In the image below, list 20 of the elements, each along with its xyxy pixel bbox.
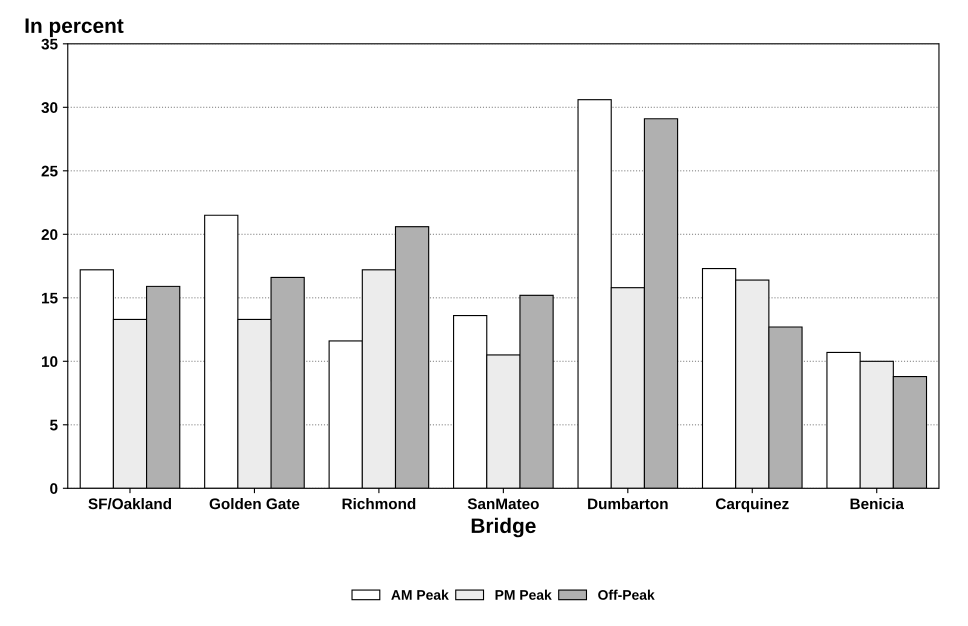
x-tick-label: Carquinez (716, 498, 789, 512)
x-axis-title: Bridge (472, 518, 536, 538)
x-tick-label: Benicia (850, 498, 904, 510)
x-tick-label: Richmond (342, 498, 416, 510)
x-tick-label: SF/Oakland (88, 498, 172, 510)
legend-label: Off-Peak (598, 590, 655, 600)
y-axis-title: In percent (26, 18, 124, 38)
y-tick-label: 0 (50, 483, 58, 494)
y-tick-label: 35 (41, 38, 58, 50)
legend-label: PM Peak (496, 590, 552, 600)
y-tick-label: 15 (42, 292, 58, 304)
x-tick-label: Dumbarton (588, 498, 668, 510)
x-tick-label: SanMateo (468, 498, 539, 510)
x-tick-label: Golden Gate (210, 498, 300, 510)
legend-label: AM Peak (391, 590, 449, 600)
y-tick-label: 5 (50, 420, 58, 430)
y-tick-label: 10 (42, 356, 58, 367)
y-tick-label: 20 (42, 229, 58, 240)
y-tick-label: 25 (42, 166, 58, 176)
y-tick-label: 30 (41, 102, 58, 114)
